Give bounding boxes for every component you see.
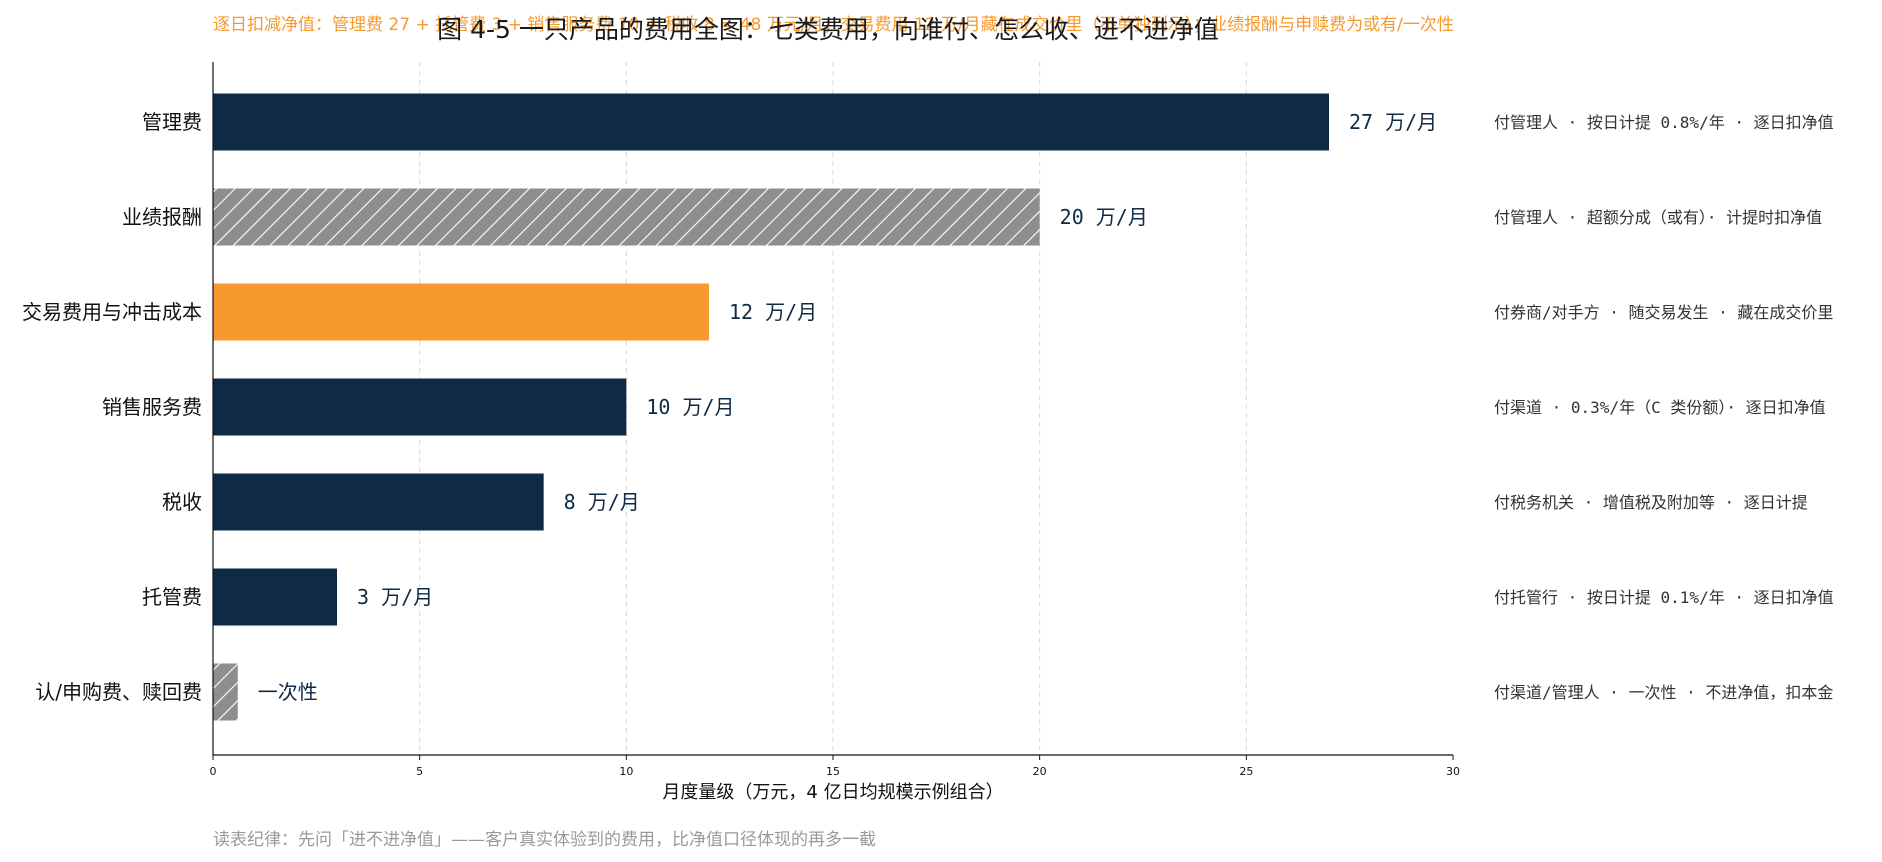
value-label: 一次性 [258, 680, 318, 704]
chart-title: 图 4-5 一只产品的费用全图：七类费用，向谁付、怎么收、进不进净值 [437, 15, 1219, 44]
value-label: 27 万/月 [1349, 110, 1437, 134]
value-label: 20 万/月 [1060, 205, 1148, 229]
bar [213, 663, 238, 721]
x-tick-label: 30 [1446, 765, 1460, 778]
value-label: 3 万/月 [357, 585, 433, 609]
x-tick-label: 0 [210, 765, 217, 778]
category-label: 交易费用与冲击成本 [22, 300, 202, 324]
bar [213, 188, 1040, 246]
x-tick-label: 5 [416, 765, 423, 778]
x-axis-label: 月度量级（万元，4 亿日均规模示例组合） [662, 782, 1003, 803]
fee-note: 付管理人 · 超额分成（或有）· 计提时扣净值 [1494, 208, 1822, 227]
bars [213, 93, 1329, 721]
chart-subtitle: 逐日扣减净值：管理费 27 + 托管费 3 + 销售服务费 10 + 税收 8 … [213, 15, 1454, 35]
bar [213, 473, 544, 531]
x-tick-label: 20 [1033, 765, 1047, 778]
fee-note: 付管理人 · 按日计提 0.8%/年 · 逐日扣净值 [1494, 113, 1834, 132]
fee-note: 付券商/对手方 · 随交易发生 · 藏在成交价里 [1494, 303, 1833, 322]
category-label: 认/申购费、赎回费 [35, 680, 202, 704]
category-label: 税收 [162, 490, 202, 514]
value-label: 8 万/月 [564, 490, 640, 514]
fee-note: 付渠道/管理人 · 一次性 · 不进净值，扣本金 [1494, 683, 1833, 702]
footnote: 读表纪律：先问「进不进净值」——客户真实体验到的费用，比净值口径体现的再多一截 [213, 830, 876, 850]
category-label: 托管费 [142, 585, 202, 609]
value-label: 12 万/月 [729, 300, 817, 324]
x-tick-label: 10 [619, 765, 633, 778]
bar [213, 568, 337, 626]
bar [213, 283, 709, 341]
bar [213, 93, 1329, 151]
category-label: 业绩报酬 [122, 205, 202, 229]
category-label: 管理费 [142, 110, 202, 134]
fee-note: 付托管行 · 按日计提 0.1%/年 · 逐日扣净值 [1494, 588, 1834, 607]
bar [213, 378, 627, 436]
category-label: 销售服务费 [102, 395, 202, 419]
x-tick-label: 15 [826, 765, 840, 778]
x-axis: 0 5 10 15 20 25 30 [210, 62, 1460, 778]
x-tick-label: 25 [1239, 765, 1253, 778]
fee-note: 付渠道 · 0.3%/年（C 类份额）· 逐日扣净值 [1494, 398, 1826, 417]
fee-note: 付税务机关 · 增值税及附加等 · 逐日计提 [1494, 493, 1808, 512]
value-label: 10 万/月 [646, 395, 734, 419]
